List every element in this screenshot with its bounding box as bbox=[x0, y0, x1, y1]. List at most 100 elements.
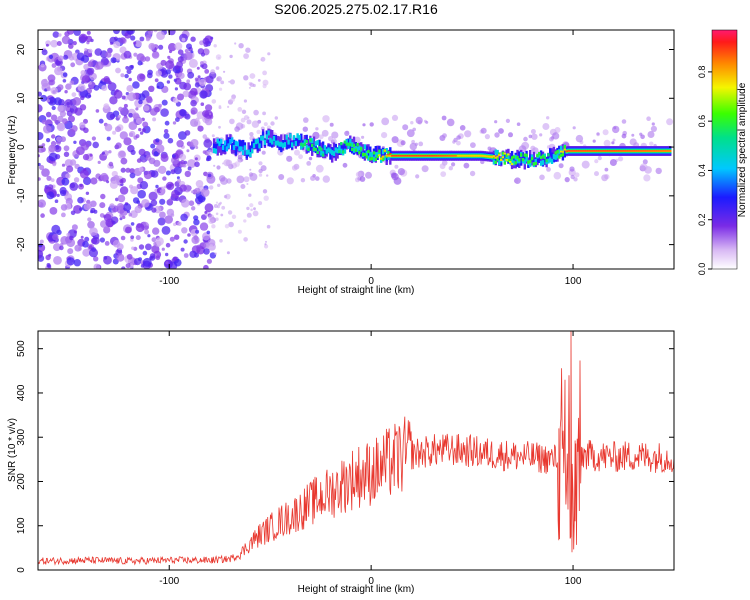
heatmap-cell bbox=[322, 115, 330, 123]
heatmap-cell bbox=[441, 115, 447, 121]
heatmap-cell bbox=[643, 174, 651, 182]
heatmap-ridge-cell bbox=[378, 149, 381, 153]
heatmap-cell bbox=[66, 232, 71, 237]
heatmap-cell bbox=[223, 195, 228, 199]
heatmap-ridge-cell bbox=[312, 136, 316, 147]
heatmap-cell bbox=[159, 198, 166, 205]
heatmap-cell bbox=[132, 112, 140, 120]
colorbar-tick-label: 0.2 bbox=[697, 213, 707, 226]
heatmap-cell bbox=[131, 246, 135, 250]
heatmap-cell bbox=[69, 159, 77, 166]
heatmap-ridge-cell bbox=[559, 150, 563, 153]
heatmap-cell bbox=[554, 127, 561, 133]
heatmap-cell bbox=[215, 212, 219, 216]
heatmap-cell bbox=[243, 99, 247, 103]
heatmap-ridge-cell bbox=[603, 150, 606, 152]
heatmap-ridge-cell bbox=[221, 145, 225, 151]
heatmap-cell bbox=[204, 69, 210, 74]
heatmap-cell bbox=[140, 56, 147, 62]
heatmap-cell bbox=[153, 30, 158, 33]
heatmap-cell bbox=[73, 230, 78, 234]
y-tick-label: 10 bbox=[16, 92, 27, 104]
heatmap-ridge-cell bbox=[559, 146, 563, 151]
heatmap-ridge-cell bbox=[429, 155, 432, 157]
heatmap-cell bbox=[229, 54, 233, 59]
heatmap-cell bbox=[215, 217, 219, 221]
heatmap-cell bbox=[618, 156, 624, 162]
heatmap-ridge-cell bbox=[332, 142, 336, 153]
heatmap-ridge-cell bbox=[510, 159, 514, 165]
heatmap-ridge-cell bbox=[449, 155, 452, 157]
heatmap-ridge-cell bbox=[520, 158, 523, 166]
heatmap-ridge-cell bbox=[389, 154, 392, 165]
heatmap-cell bbox=[174, 77, 182, 85]
heatmap-cell bbox=[45, 43, 49, 47]
heatmap-ridge-cell bbox=[325, 148, 328, 154]
heatmap-cell bbox=[186, 79, 191, 84]
heatmap-ridge-cell bbox=[509, 161, 512, 163]
heatmap-cell bbox=[415, 116, 423, 124]
heatmap-ridge-cell bbox=[523, 154, 526, 162]
heatmap-ridge-cell bbox=[236, 141, 239, 147]
heatmap-cell bbox=[52, 162, 57, 167]
heatmap-cell bbox=[286, 155, 293, 162]
heatmap-ridge-cell bbox=[492, 155, 496, 159]
heatmap-ridge-cell bbox=[287, 139, 290, 145]
heatmap-ridge-cell bbox=[318, 146, 321, 150]
heatmap-cell bbox=[77, 196, 84, 204]
heatmap-ridge-cell bbox=[387, 154, 390, 156]
heatmap-cell bbox=[231, 214, 237, 219]
heatmap-cell bbox=[88, 48, 93, 54]
heatmap-cell bbox=[122, 215, 126, 219]
heatmap-cell bbox=[204, 117, 213, 126]
heatmap-cell bbox=[93, 209, 98, 214]
heatmap-cell bbox=[125, 263, 131, 269]
heatmap-cell bbox=[87, 221, 95, 229]
heatmap-cell bbox=[68, 43, 74, 49]
heatmap-ridge-cell bbox=[252, 143, 256, 149]
heatmap-cell bbox=[191, 206, 196, 211]
heatmap-ridge-cell bbox=[394, 155, 397, 157]
heatmap-ridge-cell bbox=[261, 135, 265, 141]
heatmap-ridge-cell bbox=[376, 145, 379, 156]
heatmap-ridge-cell bbox=[440, 155, 443, 157]
heatmap-cell bbox=[243, 237, 248, 242]
heatmap-cell bbox=[83, 118, 88, 124]
heatmap-ridge-cell bbox=[229, 139, 232, 144]
heatmap-cell bbox=[160, 189, 164, 193]
heatmap-cell bbox=[257, 79, 261, 82]
heatmap-cell bbox=[92, 141, 99, 149]
heatmap-cell bbox=[252, 210, 259, 217]
heatmap-ridge-cell bbox=[351, 142, 354, 148]
heatmap-ridge-cell bbox=[619, 150, 623, 152]
heatmap-ridge-cell bbox=[512, 160, 516, 166]
heatmap-ridge-cell bbox=[487, 155, 490, 158]
heatmap-cell bbox=[71, 224, 78, 231]
heatmap-ridge-cell bbox=[307, 138, 310, 149]
heatmap-ridge-cell bbox=[481, 154, 485, 157]
heatmap-cell bbox=[469, 170, 476, 177]
heatmap-cell bbox=[321, 129, 329, 137]
heatmap-ridge-cell bbox=[534, 161, 537, 166]
heatmap-cell bbox=[193, 219, 200, 226]
heatmap-cell bbox=[41, 119, 47, 125]
heatmap-ridge-cell bbox=[529, 161, 532, 167]
heatmap-ridge-cell bbox=[627, 150, 630, 152]
heatmap-cell bbox=[178, 131, 187, 140]
heatmap-ridge-cell bbox=[441, 155, 445, 157]
heatmap-ridge-cell bbox=[547, 153, 550, 161]
heatmap-cell bbox=[199, 222, 209, 231]
heatmap-cell bbox=[182, 90, 190, 98]
heatmap-ridge-cell bbox=[561, 150, 565, 153]
heatmap-cell bbox=[631, 133, 635, 137]
heatmap-cell bbox=[129, 168, 135, 174]
heatmap-ridge-cell bbox=[252, 139, 256, 147]
heatmap-ridge-cell bbox=[607, 150, 610, 152]
heatmap-ridge-cell bbox=[258, 137, 261, 145]
heatmap-ridge-cell bbox=[618, 150, 621, 152]
heatmap-ridge-cell bbox=[383, 155, 387, 161]
heatmap-ridge-cell bbox=[358, 151, 361, 155]
heatmap-cell bbox=[227, 210, 233, 215]
heatmap-ridge-cell bbox=[267, 130, 270, 136]
heatmap-cell bbox=[139, 181, 149, 190]
